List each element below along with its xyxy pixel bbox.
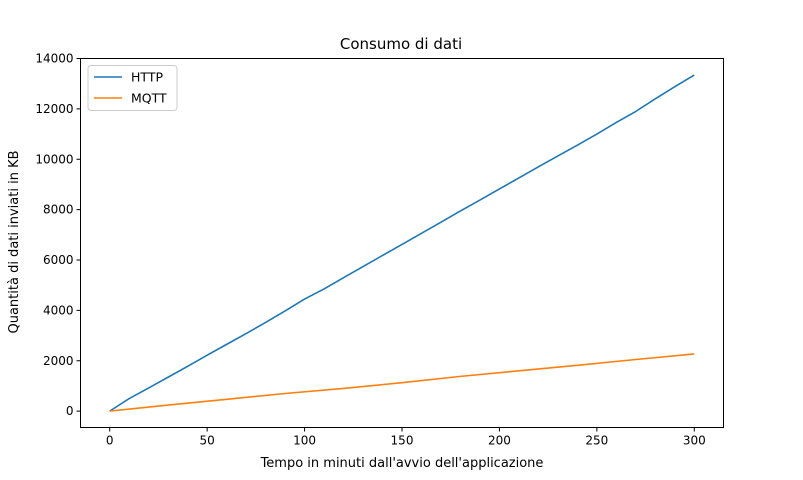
y-tick-label: 4000: [43, 303, 74, 317]
x-tick-label: 200: [488, 434, 511, 448]
legend-label: HTTP: [131, 70, 163, 85]
x-tick-label: 50: [200, 434, 215, 448]
series-line-mqtt: [109, 353, 695, 412]
y-tick-label: 2000: [43, 354, 74, 368]
chart-title: Consumo di dati: [340, 35, 462, 53]
x-axis-label: Tempo in minuti dall'avvio dell'applicaz…: [260, 456, 544, 471]
y-axis: 0 2000 4000 6000 8000 10000 12000 14000: [35, 52, 81, 418]
y-tick-label: 14000: [35, 52, 73, 66]
y-axis-label: Quantità di dati inviati in KB: [7, 150, 22, 333]
y-tick-label: 8000: [43, 203, 74, 217]
series-line-http: [109, 74, 695, 412]
x-axis: 0 50 100 150 200 250 300: [106, 427, 706, 448]
plot-area: [109, 74, 695, 412]
y-tick-label: 10000: [35, 152, 73, 166]
x-tick-label: 100: [293, 434, 316, 448]
legend: HTTP MQTT: [87, 65, 178, 111]
x-tick-label: 250: [585, 434, 608, 448]
x-tick-label: 150: [391, 434, 414, 448]
x-tick-label: 300: [683, 434, 706, 448]
legend-label: MQTT: [131, 91, 167, 106]
y-tick-label: 6000: [43, 253, 74, 267]
y-tick-label: 0: [66, 404, 74, 418]
y-tick-label: 12000: [35, 102, 73, 116]
x-tick-label: 0: [106, 434, 114, 448]
